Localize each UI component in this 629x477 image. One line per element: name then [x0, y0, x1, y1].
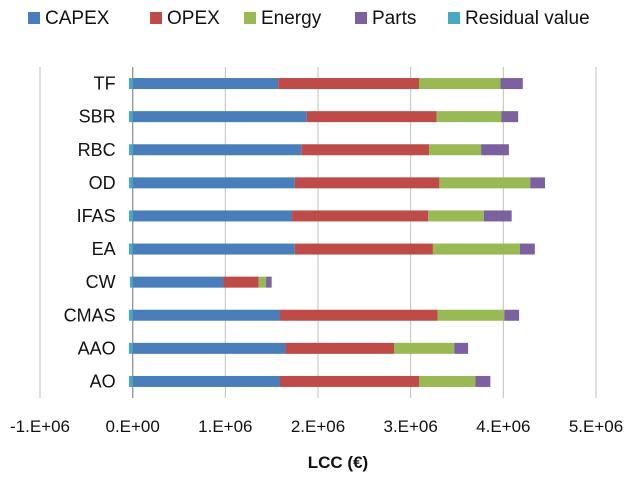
- bar-ifas-capex: [132, 210, 293, 222]
- category-label-rbc: RBC: [78, 140, 116, 160]
- bar-cmas-residual-value: [128, 309, 133, 321]
- bar-rbc-opex: [301, 144, 430, 156]
- bar-tf-capex: [132, 78, 279, 90]
- bar-cmas-capex: [132, 309, 281, 321]
- bar-tf-parts: [500, 78, 523, 90]
- category-label-ao: AO: [90, 371, 116, 391]
- legend-label-residual-value: Residual value: [465, 8, 590, 29]
- x-tick-label-3: 2.E+06: [291, 417, 345, 436]
- x-axis-title: LCC (€): [308, 453, 368, 472]
- x-tick-label-6: 5.E+06: [569, 417, 623, 436]
- legend-swatch-parts: [355, 12, 367, 24]
- bar-ao-energy: [419, 375, 476, 387]
- bar-sbr-parts: [501, 111, 519, 123]
- bar-cw-residual-value: [129, 276, 133, 288]
- category-label-cmas: CMAS: [64, 305, 116, 325]
- bar-od-capex: [132, 177, 295, 189]
- gridlines: [39, 67, 597, 398]
- bar-od-parts: [530, 177, 546, 189]
- bar-cmas-opex: [280, 309, 438, 321]
- legend-swatch-capex: [28, 12, 40, 24]
- category-label-sbr: SBR: [79, 107, 116, 127]
- bar-ao-parts: [475, 375, 491, 387]
- bar-tf-opex: [278, 78, 420, 90]
- legend-swatch-residual-value: [448, 12, 460, 24]
- bar-sbr-capex: [132, 111, 307, 123]
- bars: [128, 78, 546, 387]
- bar-ea-parts: [520, 243, 535, 255]
- bar-cw-energy: [258, 276, 267, 288]
- x-tick-label-4: 3.E+06: [383, 417, 437, 436]
- legend-swatch-opex: [150, 12, 162, 24]
- bar-ao-residual-value: [128, 375, 133, 387]
- bar-tf-residual-value: [128, 78, 133, 90]
- bar-cw-parts: [266, 276, 272, 288]
- legend-label-energy: Energy: [261, 8, 322, 29]
- category-label-tf: TF: [94, 74, 116, 94]
- legend-label-parts: Parts: [372, 8, 416, 29]
- bar-ea-opex: [294, 243, 433, 255]
- legend: CAPEX OPEX Energy Parts Residual value: [28, 8, 590, 29]
- bar-cmas-energy: [437, 309, 505, 321]
- x-tick-label-0: -1.E+06: [10, 417, 70, 436]
- bar-cw-opex: [223, 276, 259, 288]
- bar-ifas-energy: [428, 210, 484, 222]
- bar-rbc-energy: [429, 144, 482, 156]
- bar-aao-energy: [393, 342, 455, 354]
- category-label-ifas: IFAS: [77, 206, 116, 226]
- bar-ifas-residual-value: [128, 210, 133, 222]
- x-tick-label-2: 1.E+06: [198, 417, 252, 436]
- category-label-od: OD: [89, 173, 116, 193]
- bar-rbc-capex: [132, 144, 302, 156]
- bar-od-opex: [294, 177, 440, 189]
- bar-cw-capex: [132, 276, 224, 288]
- bar-tf-energy: [419, 78, 501, 90]
- bar-aao-capex: [132, 342, 286, 354]
- bar-ea-residual-value: [128, 243, 133, 255]
- bar-sbr-residual-value: [128, 111, 133, 123]
- x-tick-label-5: 4.E+06: [476, 417, 530, 436]
- legend-label-capex: CAPEX: [45, 8, 110, 29]
- bar-ao-opex: [280, 375, 420, 387]
- bar-ifas-parts: [483, 210, 512, 222]
- bar-sbr-opex: [306, 111, 437, 123]
- bar-sbr-energy: [436, 111, 502, 123]
- bar-aao-opex: [285, 342, 394, 354]
- bar-ifas-opex: [292, 210, 429, 222]
- bar-ea-capex: [132, 243, 295, 255]
- bar-rbc-residual-value: [128, 144, 133, 156]
- bar-aao-residual-value: [128, 342, 133, 354]
- bar-od-residual-value: [128, 177, 133, 189]
- bar-od-energy: [439, 177, 531, 189]
- bar-ea-energy: [432, 243, 521, 255]
- category-label-cw: CW: [86, 272, 116, 292]
- x-tick-label-1: 0.E+00: [105, 417, 159, 436]
- bar-cmas-parts: [504, 309, 520, 321]
- category-label-ea: EA: [92, 239, 116, 259]
- bar-aao-parts: [454, 342, 469, 354]
- legend-label-opex: OPEX: [167, 8, 220, 29]
- x-tick-labels: -1.E+06 0.E+00 1.E+06 2.E+06 3.E+06 4.E+06 5.E…: [10, 417, 623, 436]
- bar-rbc-parts: [481, 144, 509, 156]
- legend-swatch-energy: [244, 12, 256, 24]
- bar-ao-capex: [132, 375, 281, 387]
- category-labels: AO AAO CMAS CW EA IFAS OD RBC SBR TF: [64, 74, 116, 392]
- category-label-aao: AAO: [78, 338, 116, 358]
